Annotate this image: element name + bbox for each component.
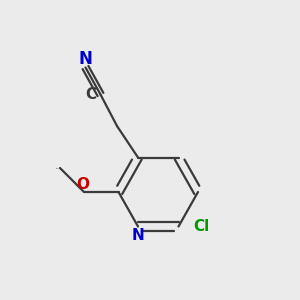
Text: N: N <box>132 228 144 243</box>
Text: Cl: Cl <box>193 219 209 234</box>
Text: C: C <box>85 87 97 102</box>
Text: methoxy: methoxy <box>56 167 62 169</box>
Text: N: N <box>79 50 92 68</box>
Text: O: O <box>76 177 89 192</box>
